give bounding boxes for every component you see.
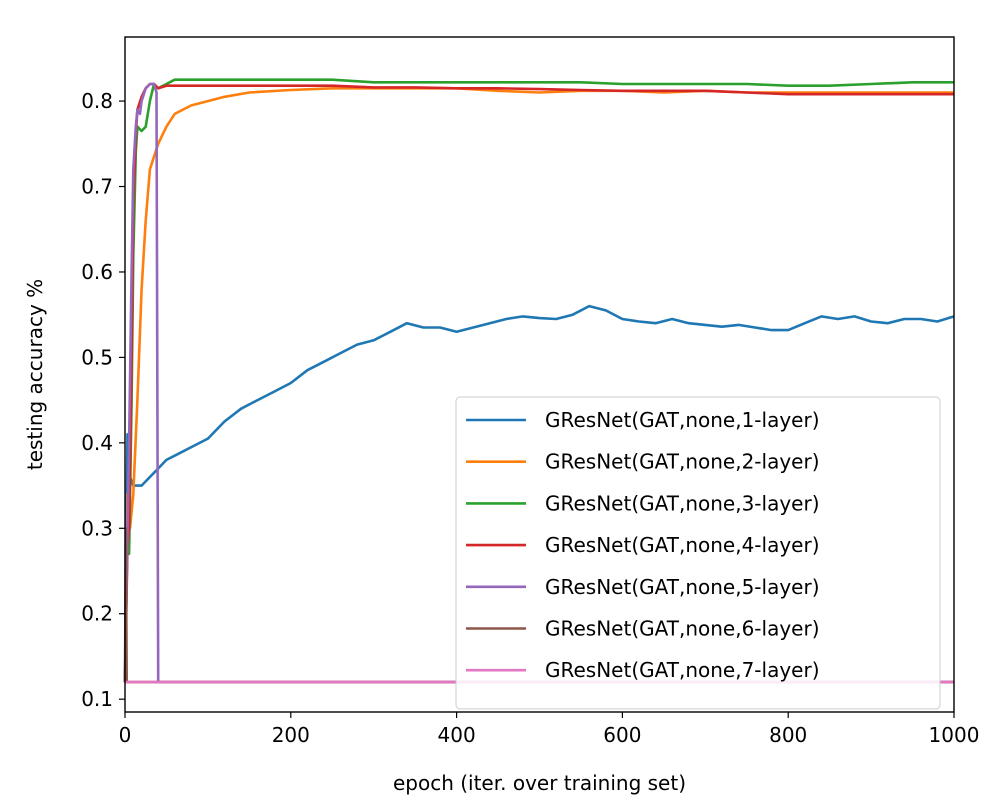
y-tick-label: 0.8 (81, 89, 113, 113)
y-tick-label: 0.3 (81, 516, 113, 540)
y-tick-label: 0.1 (81, 687, 113, 711)
y-axis-label: testing accuracy % (23, 279, 47, 470)
legend-label-2: GResNet(GAT,none,2-layer) (545, 450, 820, 474)
x-tick-label: 200 (272, 723, 310, 747)
y-tick-label: 0.6 (81, 260, 113, 284)
y-tick-label: 0.7 (81, 175, 113, 199)
legend-label-4: GResNet(GAT,none,4-layer) (545, 533, 820, 557)
y-tick-label: 0.2 (81, 602, 113, 626)
x-tick-label: 1000 (929, 723, 980, 747)
x-tick-label: 600 (603, 723, 641, 747)
plot-frame (124, 36, 955, 713)
x-tick-label: 800 (769, 723, 807, 747)
y-tick-label: 0.4 (81, 431, 113, 455)
x-tick-label: 400 (438, 723, 476, 747)
x-tick-label: 0 (119, 723, 132, 747)
series-line-1 (123, 304, 955, 683)
legend-label-5: GResNet(GAT,none,5-layer) (545, 575, 820, 599)
legend-label-1: GResNet(GAT,none,1-layer) (545, 408, 820, 432)
legend-label-3: GResNet(GAT,none,3-layer) (545, 491, 820, 515)
x-axis: 0 200 400 600 800 1000 (119, 712, 980, 747)
legend: GResNet(GAT,none,1-layer) GResNet(GAT,non… (455, 396, 941, 710)
legend-box (455, 396, 941, 710)
y-axis: 0.1 0.2 0.3 0.4 0.5 0.6 0.7 0.8 (81, 89, 125, 711)
x-axis-label: epoch (iter. over training set) (393, 771, 686, 795)
legend-label-7: GResNet(GAT,none,7-layer) (545, 658, 820, 682)
series-line-5 (123, 82, 954, 684)
y-tick-label: 0.5 (81, 345, 113, 369)
legend-label-6: GResNet(GAT,none,6-layer) (545, 617, 820, 641)
